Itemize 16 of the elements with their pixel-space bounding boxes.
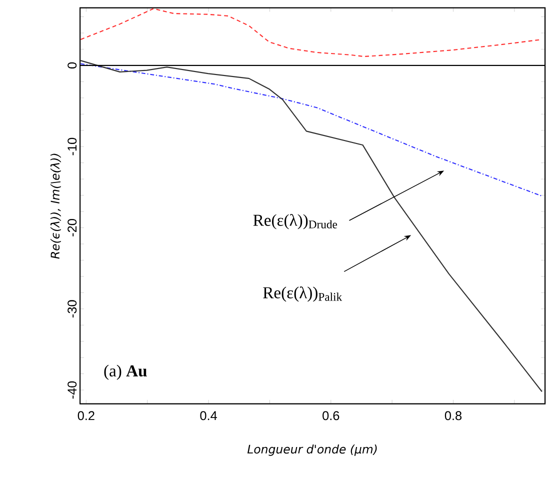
annotation: Re(ε(λ))$_{Drude}$ [253,214,338,230]
y-tick-label: -20 [68,218,77,236]
y-tick-label: 0 [68,62,77,68]
y-tick-label: -10 [68,138,77,156]
line-series [80,60,542,392]
x-tick-label: 0.8 [444,411,462,420]
annotation: (a) Au [104,364,147,380]
y-tick-label: -40 [68,381,77,398]
annotation: Re(ε(λ))$_{Palik}$ [263,286,342,302]
x-tick-label: 0.2 [78,411,94,420]
x-tick-label: 0.6 [322,411,340,420]
x-axis-title: Longueur d'onde (μm) [247,444,377,456]
y-axis-title: Re(ϵ(λ)), Im(\e(λ)) [50,154,61,259]
line-series [80,63,542,196]
y-tick-label: -30 [68,300,77,318]
x-tick-label: 0.4 [200,411,217,420]
